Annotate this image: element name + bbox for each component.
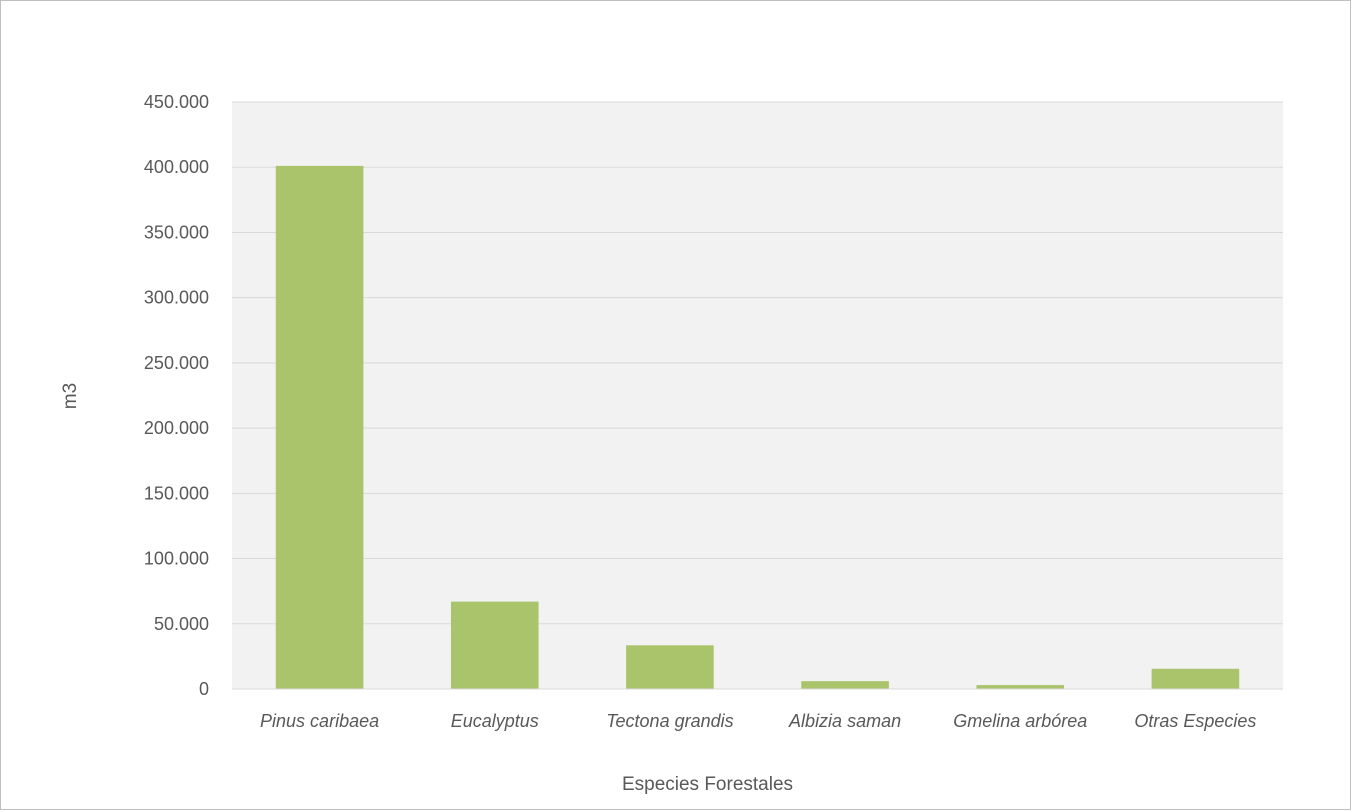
plot-area [232, 102, 1283, 689]
bar [275, 165, 364, 689]
y-tick-label: 250.000 [144, 353, 209, 373]
x-category-label: Eucalyptus [451, 711, 539, 731]
x-axis-category-labels: Pinus caribaea Eucalyptus Tectona grandis A… [260, 711, 1256, 731]
y-tick-label: 150.000 [144, 483, 209, 503]
y-tick-label: 400.000 [144, 157, 209, 177]
y-axis-title: m3 [60, 383, 81, 409]
y-tick-label: 350.000 [144, 222, 209, 242]
x-category-label: Otras Especies [1134, 711, 1256, 731]
bar [450, 601, 539, 689]
bar [1151, 668, 1240, 689]
y-tick-label: 100.000 [144, 549, 209, 569]
x-category-label: Albizia saman [788, 711, 901, 731]
x-category-label: Tectona grandis [606, 711, 733, 731]
bars [275, 165, 1240, 689]
gridlines [232, 101, 1283, 625]
y-tick-label: 200.000 [144, 418, 209, 438]
bar [976, 685, 1065, 689]
x-axis-title: Especies Forestales [622, 774, 793, 795]
x-category-label: Gmelina arbórea [953, 711, 1087, 731]
y-tick-label: 300.000 [144, 288, 209, 308]
y-tick-label: 50.000 [154, 614, 209, 634]
y-tick-label: 0 [199, 679, 209, 699]
bar [801, 681, 889, 689]
y-tick-label: 450.000 [144, 92, 209, 112]
y-axis-tick-labels: 0 50.000 100.000 150.000 200.000 250.000 300.0… [144, 92, 209, 699]
x-category-label: Pinus caribaea [260, 711, 379, 731]
bar [626, 645, 714, 689]
